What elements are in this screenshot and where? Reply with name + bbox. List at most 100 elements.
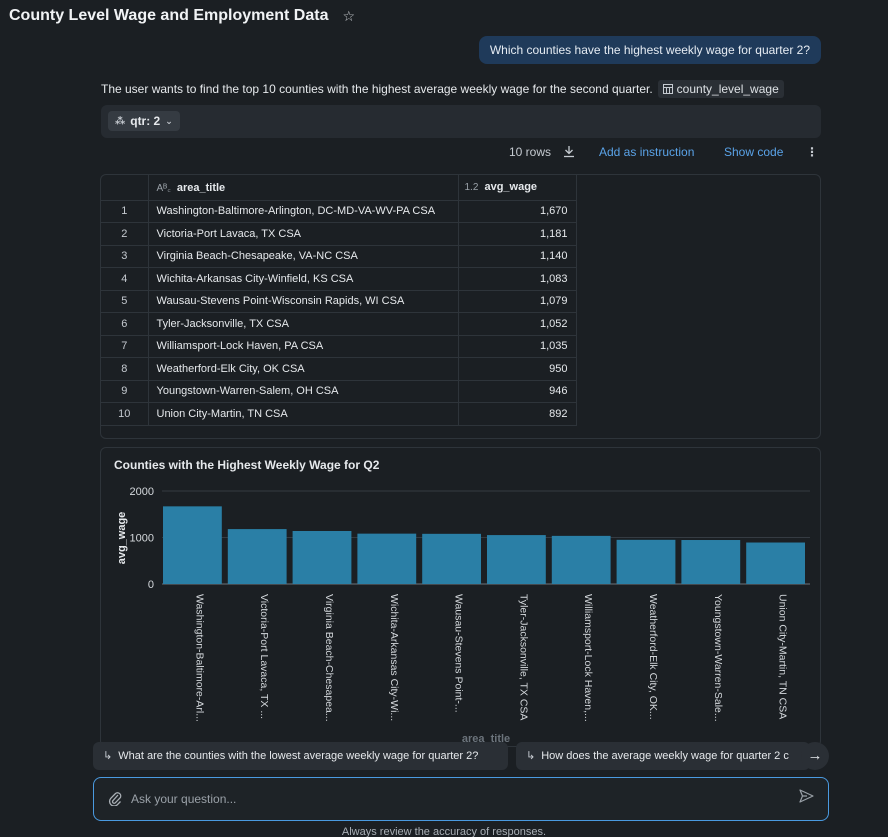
results-table-card: A͏ᴮ꜀ area_title 1.2 avg_wage 1 Washington… xyxy=(100,174,821,439)
row-index: 9 xyxy=(101,380,149,403)
cell-area-title: Weatherford-Elk City, OK CSA xyxy=(148,357,459,381)
suggestion-chip-2[interactable]: ↳ How does the average weekly wage for qu… xyxy=(516,742,810,770)
cell-area-title: Wausau-Stevens Point-Wisconsin Rapids, W… xyxy=(148,290,459,313)
y-tick-label: 0 xyxy=(148,579,154,591)
filter-chip-qtr[interactable]: ⁂ qtr: 2 ⌄ xyxy=(108,111,180,131)
result-actions: 10 rows Add as instruction Show code ⋮ xyxy=(0,145,888,161)
table-row[interactable]: 2 Victoria-Port Lavaca, TX CSA 1,181 xyxy=(101,222,577,246)
x-tick-label: Union City-Martin, TN CSA xyxy=(777,594,789,719)
table-row[interactable]: 10 Union City-Martin, TN CSA 892 xyxy=(101,402,577,426)
cell-area-title: Victoria-Port Lavaca, TX CSA xyxy=(148,222,459,246)
bar xyxy=(616,539,676,584)
cell-area-title: Youngstown-Warren-Salem, OH CSA xyxy=(148,380,459,403)
assistant-summary: The user wants to find the top 10 counti… xyxy=(101,80,784,98)
table-row[interactable]: 3 Virginia Beach-Chesapeake, VA-NC CSA 1,1… xyxy=(101,245,577,268)
table-icon xyxy=(662,84,673,94)
reply-arrow-icon: ↳ xyxy=(526,750,536,762)
suggestion-text: How does the average weekly wage for qua… xyxy=(541,750,789,762)
arrow-right-icon[interactable]: → xyxy=(801,742,829,770)
bar xyxy=(357,533,417,584)
table-row[interactable]: 5 Wausau-Stevens Point-Wisconsin Rapids, … xyxy=(101,290,577,313)
row-index: 10 xyxy=(101,402,149,426)
question-input-box xyxy=(93,777,829,821)
row-index: 3 xyxy=(101,245,149,268)
more-options-icon[interactable]: ⋮ xyxy=(806,145,818,159)
table-header-row: A͏ᴮ꜀ area_title 1.2 avg_wage xyxy=(101,175,577,201)
summary-text: The user wants to find the top 10 counti… xyxy=(101,82,653,96)
cell-avg-wage: 1,052 xyxy=(458,312,577,336)
question-input[interactable] xyxy=(131,788,771,810)
bar xyxy=(292,530,352,584)
table-row[interactable]: 4 Wichita-Arkansas City-Winfield, KS CSA 1… xyxy=(101,267,577,291)
user-message: Which counties have the highest weekly w… xyxy=(478,36,821,64)
suggestions-row: ↳ What are the counties with the lowest a… xyxy=(0,742,888,770)
row-index: 7 xyxy=(101,335,149,358)
cell-area-title: Union City-Martin, TN CSA xyxy=(148,402,459,426)
bar xyxy=(746,542,805,584)
x-tick-label: Victoria-Port Lavaca, TX ... xyxy=(258,594,270,719)
download-icon[interactable] xyxy=(563,145,575,161)
row-index: 4 xyxy=(101,267,149,291)
suggestion-chip-1[interactable]: ↳ What are the counties with the lowest a… xyxy=(93,742,508,770)
page-title: County Level Wage and Employment Data ☆ xyxy=(9,7,355,25)
chart-card: Counties with the Highest Weekly Wage fo… xyxy=(100,447,821,747)
cell-avg-wage: 950 xyxy=(458,357,577,381)
cell-area-title: Wichita-Arkansas City-Winfield, KS CSA xyxy=(148,267,459,291)
cell-avg-wage: 1,670 xyxy=(458,200,577,223)
table-row[interactable]: 7 Williamsport-Lock Haven, PA CSA 1,035 xyxy=(101,335,577,358)
column-header-label: area_title xyxy=(176,182,226,195)
show-code-button[interactable]: Show code xyxy=(724,145,784,159)
results-table: A͏ᴮ꜀ area_title 1.2 avg_wage 1 Washington… xyxy=(101,175,577,426)
table-row[interactable]: 9 Youngstown-Warren-Salem, OH CSA 946 xyxy=(101,380,577,403)
cell-avg-wage: 1,083 xyxy=(458,267,577,291)
table-chip-label: county_level_wage xyxy=(676,82,779,96)
x-tick-label: Wausau-Stevens Point-... xyxy=(453,594,465,713)
add-as-instruction-button[interactable]: Add as instruction xyxy=(599,145,695,159)
bar xyxy=(487,535,546,584)
cell-area-title: Tyler-Jacksonville, TX CSA xyxy=(148,312,459,336)
bar xyxy=(422,533,481,584)
y-tick-label: 1000 xyxy=(130,533,154,545)
row-index: 5 xyxy=(101,290,149,313)
bar-chart: 0 1000 2000 avg_wage Washington-Baltimore-Ar… xyxy=(116,486,810,745)
row-index: 2 xyxy=(101,222,149,246)
column-header-area-title[interactable]: A͏ᴮ꜀ area_title xyxy=(148,175,459,201)
x-tick-label: Williamsport-Lock Haven,... xyxy=(582,594,594,722)
cell-avg-wage: 946 xyxy=(458,380,577,403)
cell-avg-wage: 1,079 xyxy=(458,290,577,313)
parameter-icon: ⁂ xyxy=(115,115,126,127)
paperclip-icon[interactable] xyxy=(108,790,122,810)
bar xyxy=(163,506,222,584)
table-row[interactable]: 1 Washington-Baltimore-Arlington, DC-MD-V… xyxy=(101,200,577,223)
cell-avg-wage: 1,140 xyxy=(458,245,577,268)
chart-title: Counties with the Highest Weekly Wage fo… xyxy=(114,458,380,472)
x-tick-label: Youngstown-Warren-Sale... xyxy=(712,594,724,722)
y-axis-label: avg_wage xyxy=(116,512,128,565)
filter-bar: ⁂ qtr: 2 ⌄ xyxy=(101,105,821,138)
cell-area-title: Williamsport-Lock Haven, PA CSA xyxy=(148,335,459,358)
star-icon[interactable]: ☆ xyxy=(342,7,356,24)
x-tick-label: Wichita-Arkansas City-Wi... xyxy=(388,594,400,721)
cell-avg-wage: 1,035 xyxy=(458,335,577,358)
filter-chip-label: qtr: 2 xyxy=(130,114,161,128)
table-row[interactable]: 6 Tyler-Jacksonville, TX CSA 1,052 xyxy=(101,312,577,336)
column-header-avg-wage[interactable]: 1.2 avg_wage xyxy=(458,175,577,201)
row-index: 8 xyxy=(101,357,149,381)
y-tick-label: 2000 xyxy=(130,486,154,498)
index-header xyxy=(101,175,149,201)
string-type-icon: A͏ᴮ꜀ xyxy=(156,183,171,195)
send-icon[interactable] xyxy=(799,789,814,807)
row-index: 6 xyxy=(101,312,149,336)
cell-avg-wage: 1,181 xyxy=(458,222,577,246)
x-tick-label: Washington-Baltimore-Arl... xyxy=(193,594,205,722)
table-chip[interactable]: county_level_wage xyxy=(657,80,784,98)
cell-area-title: Virginia Beach-Chesapeake, VA-NC CSA xyxy=(148,245,459,268)
page-title-text: County Level Wage and Employment Data xyxy=(9,7,329,24)
disclaimer-text: Always review the accuracy of responses. xyxy=(341,826,547,837)
row-count: 10 rows xyxy=(509,145,552,159)
chevron-down-icon: ⌄ xyxy=(165,115,173,126)
bar xyxy=(681,540,741,584)
cell-area-title: Washington-Baltimore-Arlington, DC-MD-VA… xyxy=(148,200,459,223)
table-row[interactable]: 8 Weatherford-Elk City, OK CSA 950 xyxy=(101,357,577,381)
row-index: 1 xyxy=(101,200,149,223)
